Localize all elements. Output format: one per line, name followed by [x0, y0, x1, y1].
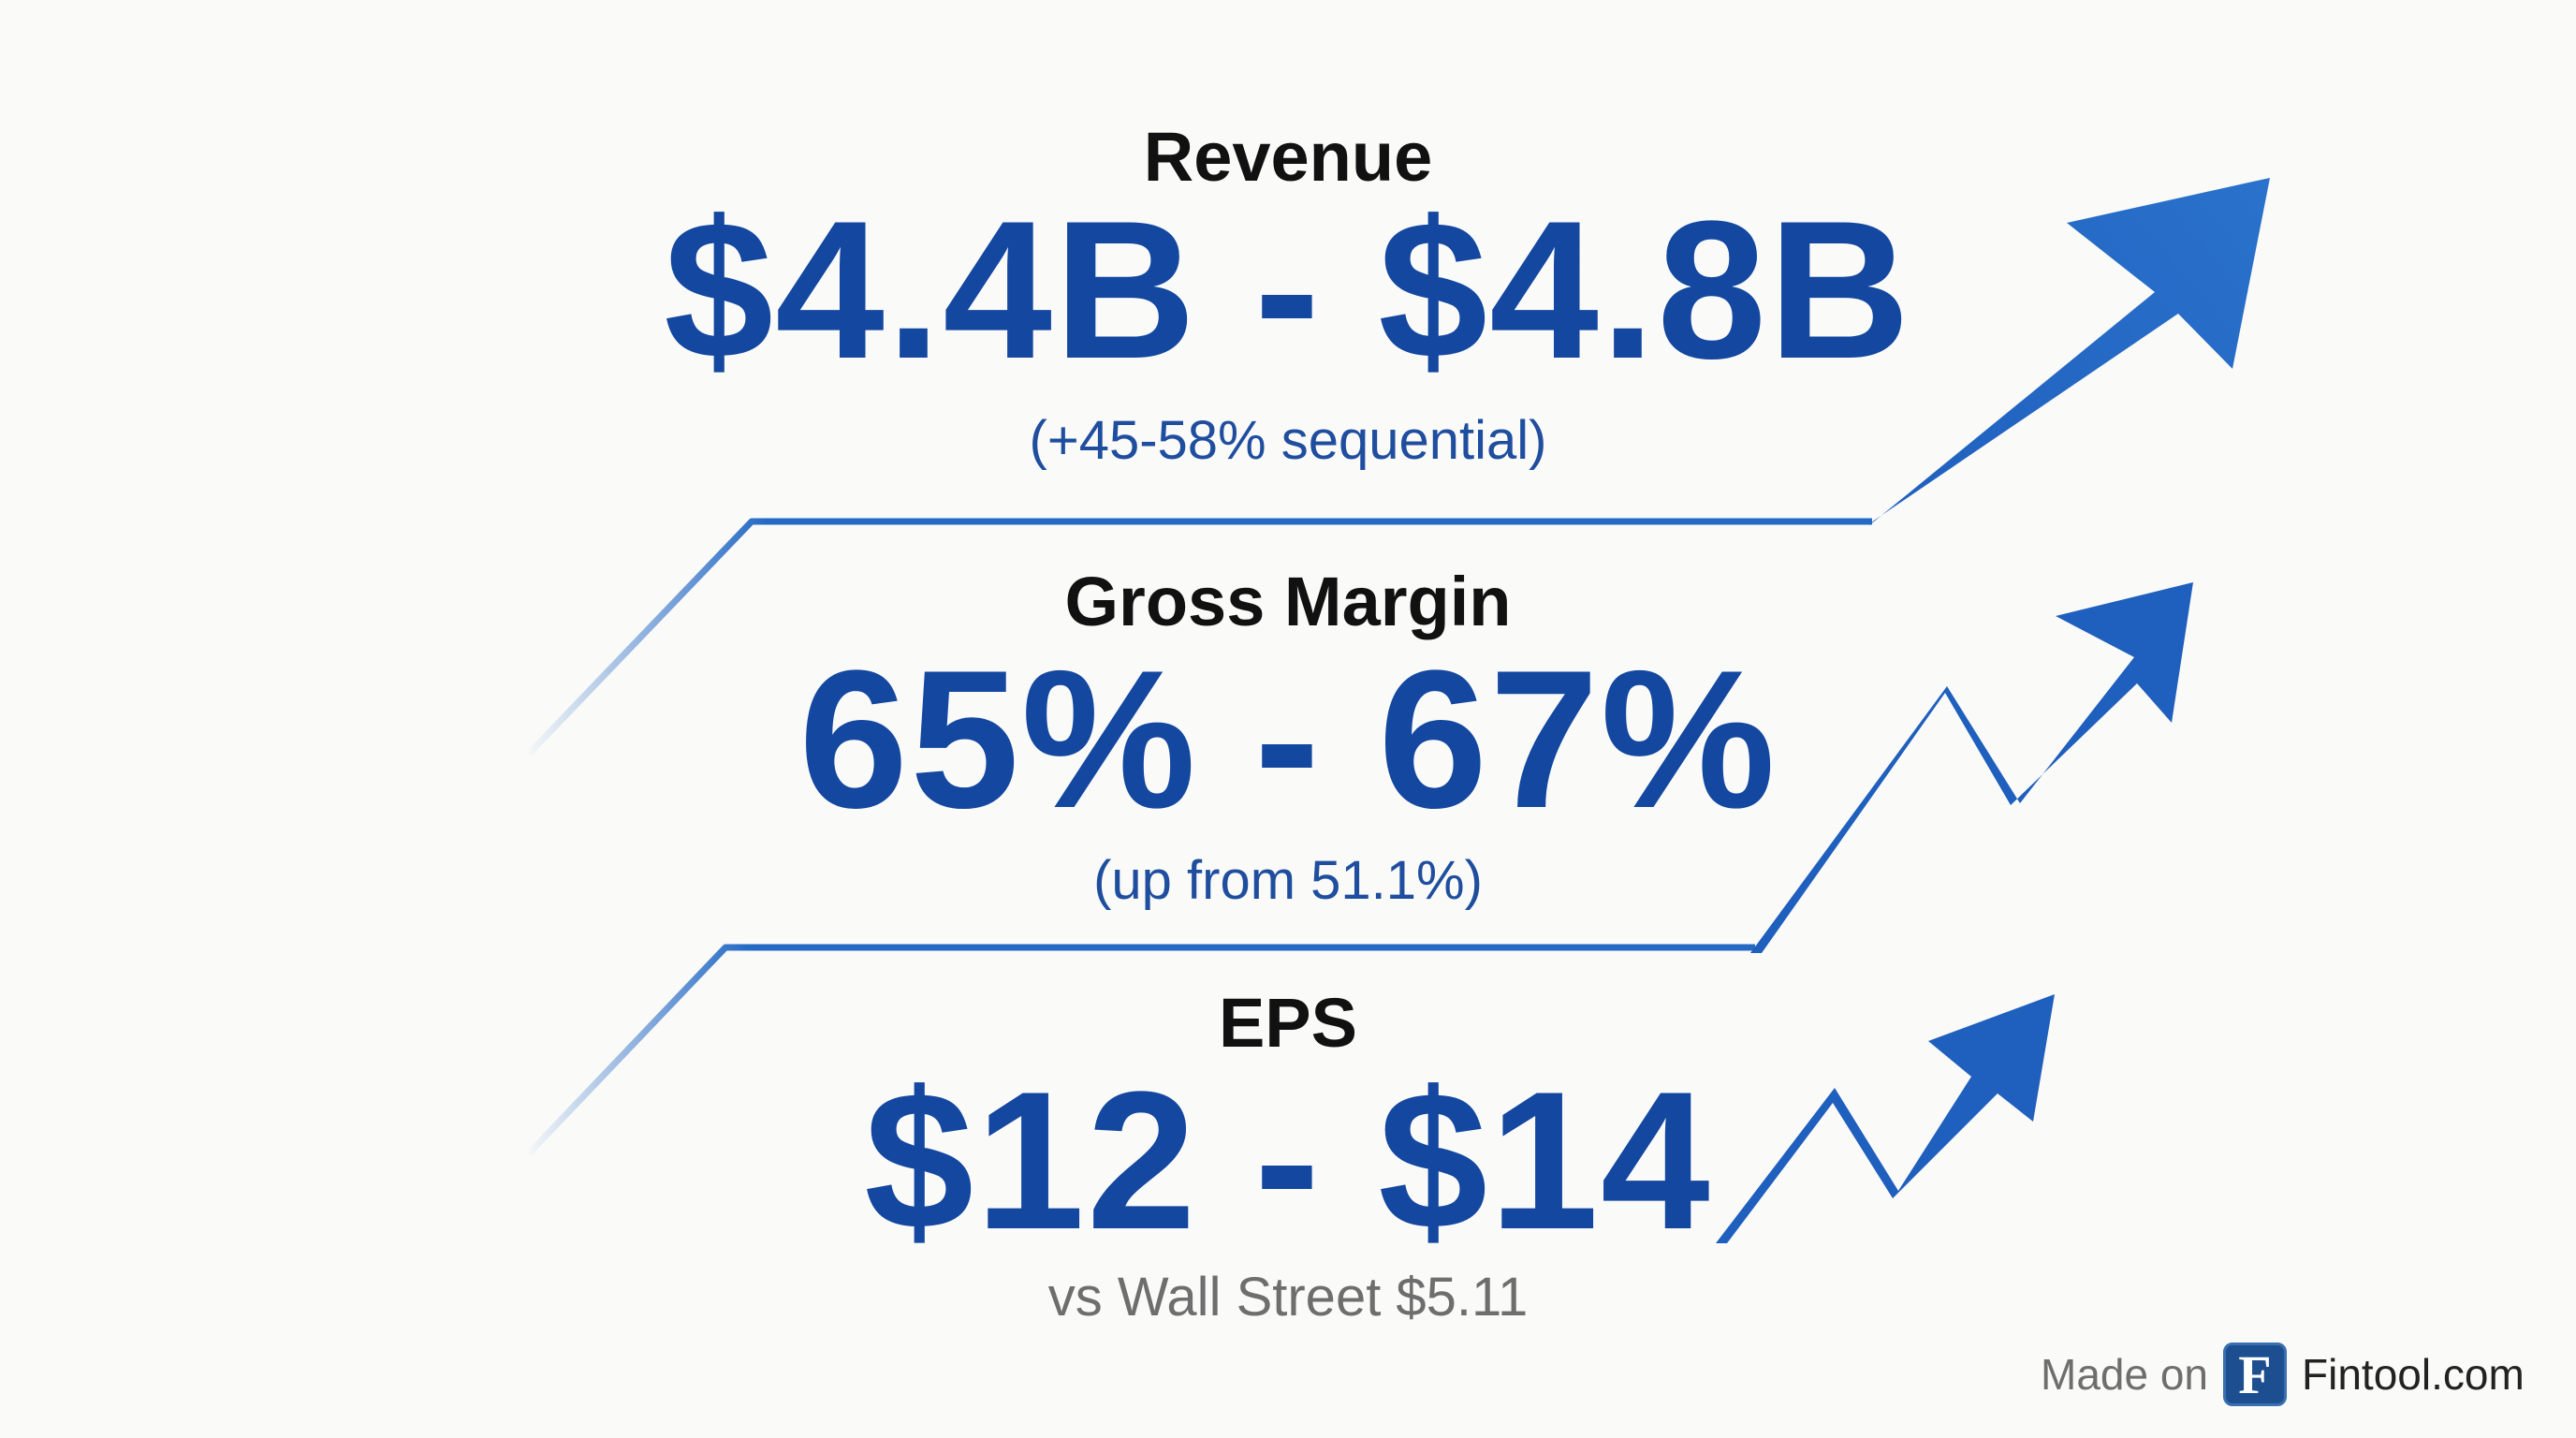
zigzag-up-arrow-icon: [1716, 994, 2055, 1243]
eps-label: EPS: [1218, 984, 1358, 1062]
fintool-logo-icon: F: [2223, 1343, 2288, 1406]
eps-value: $12 - $14: [864, 1050, 1712, 1270]
brand-prefix: Made on: [2041, 1350, 2209, 1399]
trend-up-arrow-icon: [526, 178, 2270, 756]
gross-margin-value: 65% - 67%: [798, 629, 1778, 849]
zigzag-up-arrow-icon: [526, 582, 2193, 1156]
revenue-note: (+45-58% sequential): [1029, 410, 1547, 471]
made-on-fintool-badge[interactable]: Made on F Fintool.com: [2041, 1339, 2525, 1410]
gross-margin-note: (up from 51.1%): [1093, 850, 1483, 911]
gross-margin-label: Gross Margin: [1064, 563, 1512, 640]
revenue-label: Revenue: [1143, 118, 1433, 196]
brand-name[interactable]: Fintool.com: [2302, 1350, 2525, 1399]
eps-note: vs Wall Street $5.11: [1047, 1267, 1529, 1328]
revenue-value: $4.4B - $4.8B: [664, 180, 1912, 400]
